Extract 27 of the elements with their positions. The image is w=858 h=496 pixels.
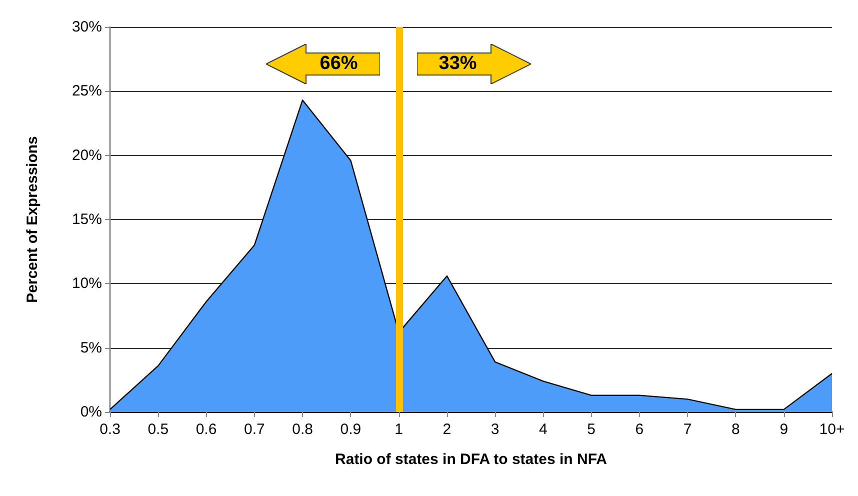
x-tick-label: 3 bbox=[490, 421, 500, 438]
x-tick-label: 6 bbox=[635, 421, 644, 438]
y-tick-label: 5% bbox=[80, 339, 102, 356]
x-tick-label: 7 bbox=[683, 421, 692, 438]
x-tick-label: 0.6 bbox=[196, 421, 217, 438]
y-tick-label: 30% bbox=[72, 18, 102, 36]
y-tick-label: 25% bbox=[72, 82, 102, 100]
x-tick-label: 0.8 bbox=[292, 421, 313, 438]
x-tick-label: 0.3 bbox=[100, 421, 120, 438]
x-tick-label: 0.9 bbox=[340, 421, 362, 438]
x-tick-label: 9 bbox=[780, 421, 788, 438]
x-tick-label: 8 bbox=[732, 421, 740, 438]
annotation: 66% bbox=[318, 53, 359, 75]
y-tick-label: 0% bbox=[80, 404, 102, 420]
y-axis-title: Percent of Expressions bbox=[24, 136, 41, 303]
annotation: 33% bbox=[438, 53, 478, 75]
x-tick-label: 10+ bbox=[819, 421, 845, 438]
x-axis-title: Ratio of states in DFA to states in NFA bbox=[335, 451, 608, 468]
x-tick-label: 4 bbox=[539, 421, 548, 438]
y-tick-label: 20% bbox=[72, 146, 102, 164]
x-tick-label: 0.7 bbox=[244, 421, 265, 438]
y-tick-label: 10% bbox=[72, 275, 102, 292]
x-tick-label: 1 bbox=[394, 421, 403, 438]
x-tick-label: 2 bbox=[442, 421, 452, 438]
y-tick-label: 15% bbox=[72, 211, 102, 228]
x-tick-label: 0.5 bbox=[148, 421, 169, 438]
x-tick-label: 5 bbox=[587, 421, 596, 438]
